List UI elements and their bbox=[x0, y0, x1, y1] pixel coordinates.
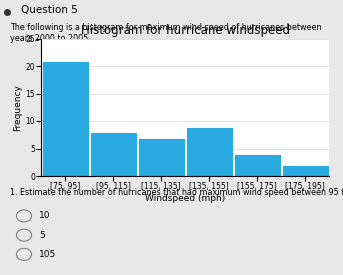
Bar bbox=[42, 60, 88, 176]
Bar bbox=[186, 126, 233, 176]
Text: 105: 105 bbox=[39, 250, 57, 259]
Bar bbox=[234, 154, 281, 176]
Text: 1. Estimate the number of hurricanes that had maximum wind speed between 95 to 1: 1. Estimate the number of hurricanes tha… bbox=[10, 188, 343, 197]
Text: The following is a histogram for maximum wind speed of hurricanes between years : The following is a histogram for maximum… bbox=[10, 23, 322, 43]
Text: Question 5: Question 5 bbox=[21, 5, 77, 15]
Title: Histogram for hurricane windspeed: Histogram for hurricane windspeed bbox=[81, 24, 290, 37]
X-axis label: Windspeed (mph): Windspeed (mph) bbox=[145, 194, 225, 203]
Bar bbox=[90, 132, 137, 176]
Text: 5: 5 bbox=[39, 231, 45, 240]
Bar bbox=[138, 138, 185, 176]
Text: 10: 10 bbox=[39, 211, 51, 220]
Y-axis label: Frequency: Frequency bbox=[13, 84, 23, 131]
Bar bbox=[282, 165, 329, 176]
